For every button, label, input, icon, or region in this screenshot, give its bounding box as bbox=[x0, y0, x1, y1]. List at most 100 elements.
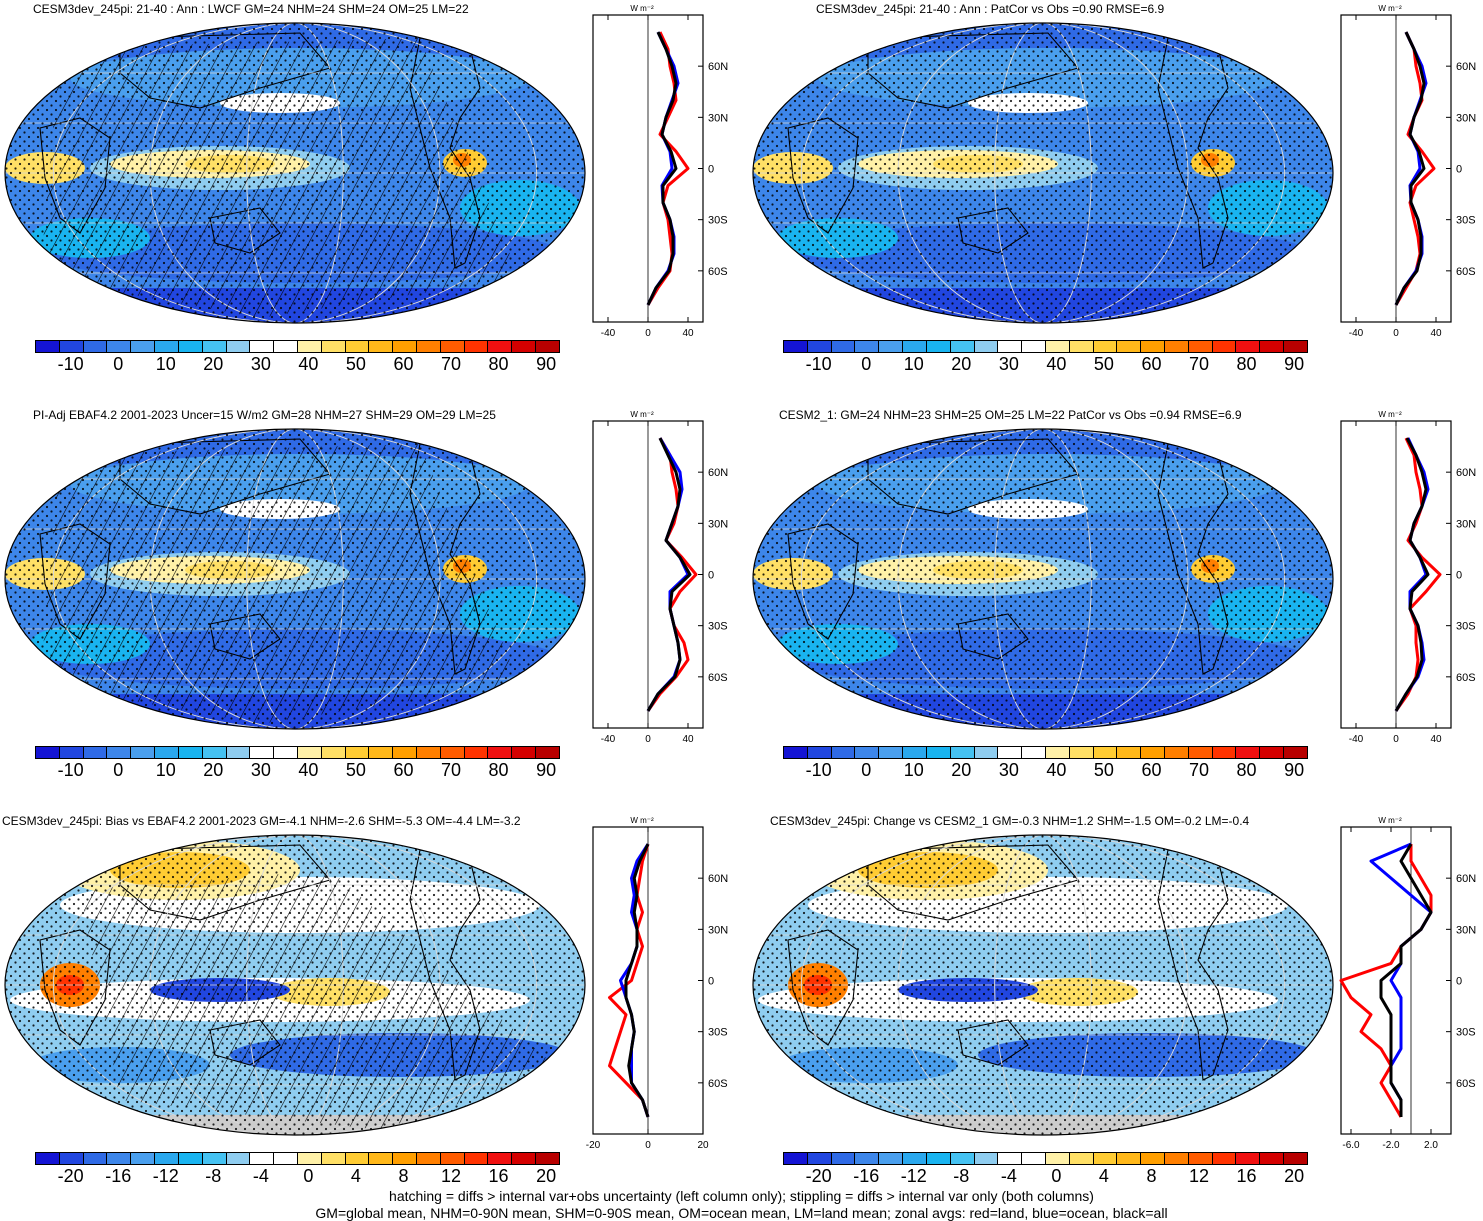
colorbar-tick-label: 90 bbox=[1284, 760, 1305, 780]
colorbar-tick-label: 90 bbox=[536, 354, 557, 374]
colorbar-tick-label: 20 bbox=[951, 760, 972, 780]
colorbar-5 bbox=[35, 1152, 560, 1165]
zonal-x-tick-label: 0 bbox=[645, 1140, 651, 1151]
colorbar-tick-label: 20 bbox=[203, 354, 224, 374]
colorbar-tick-label: 0 bbox=[861, 760, 872, 780]
colorbar-swatch bbox=[1069, 341, 1094, 352]
colorbar-tick-label: 60 bbox=[1141, 760, 1162, 780]
colorbar-swatch bbox=[512, 1153, 537, 1164]
colorbar-swatch bbox=[345, 1153, 370, 1164]
colorbar-tick-label: 4 bbox=[1098, 1166, 1109, 1186]
colorbar-tick-label: 50 bbox=[345, 354, 366, 374]
colorbar-swatch bbox=[1284, 747, 1307, 758]
colorbar-swatch bbox=[155, 747, 179, 758]
zonal-x-tick-label: 0 bbox=[1393, 328, 1399, 339]
colorbar-tick-label: -10 bbox=[805, 354, 832, 374]
colorbar-swatch bbox=[879, 1153, 904, 1164]
colorbar-swatch bbox=[417, 341, 441, 352]
colorbar-swatch bbox=[536, 747, 559, 758]
colorbar-tick-label: -20 bbox=[57, 1166, 84, 1186]
colorbar-swatch bbox=[831, 747, 856, 758]
colorbar-tick-label: 50 bbox=[1093, 354, 1114, 374]
colorbar-swatch bbox=[107, 341, 132, 352]
colorbar-swatch bbox=[1188, 747, 1213, 758]
colorbar-swatch bbox=[321, 1153, 346, 1164]
zonal-lat-label: 60S bbox=[1456, 1078, 1476, 1090]
colorbar-swatch bbox=[1022, 341, 1046, 352]
colorbar-swatch bbox=[998, 747, 1023, 758]
colorbar-swatch bbox=[440, 341, 465, 352]
colorbar-swatch bbox=[1022, 747, 1046, 758]
colorbar-swatch bbox=[950, 747, 975, 758]
colorbar-swatch bbox=[178, 1153, 203, 1164]
colorbar-swatch bbox=[488, 341, 513, 352]
zonal-x-tick-label: -6.0 bbox=[1342, 1140, 1360, 1151]
colorbar-swatch bbox=[345, 747, 370, 758]
colorbar-swatch bbox=[250, 341, 275, 352]
colorbar-swatch bbox=[950, 1153, 975, 1164]
zonal-lat-label: 60S bbox=[708, 266, 728, 278]
colorbar-tick-label: 30 bbox=[998, 354, 1019, 374]
colorbar-tick-label: -10 bbox=[57, 760, 84, 780]
zonal-lat-label: 60N bbox=[1456, 873, 1476, 885]
colorbar-swatch bbox=[1212, 1153, 1237, 1164]
colorbar-tick-label: -16 bbox=[105, 1166, 132, 1186]
colorbar-swatch bbox=[202, 747, 227, 758]
colorbar-swatch bbox=[250, 747, 275, 758]
colorbar-swatch bbox=[1284, 341, 1307, 352]
zonal-lat-label: 0 bbox=[708, 976, 714, 988]
zonal-unit-label: W m⁻² bbox=[1378, 410, 1402, 419]
colorbar-swatch bbox=[107, 1153, 132, 1164]
colorbar-tick-label: 20 bbox=[536, 1166, 557, 1186]
colorbar-swatch bbox=[297, 341, 322, 352]
colorbar-swatch bbox=[297, 747, 322, 758]
zonal-lat-label: 60S bbox=[1456, 266, 1476, 278]
colorbar-swatch bbox=[59, 341, 84, 352]
colorbar-swatch bbox=[1236, 341, 1261, 352]
colorbar-swatch bbox=[1141, 341, 1165, 352]
colorbar-tick-label: 80 bbox=[1236, 760, 1257, 780]
colorbar-swatch bbox=[297, 1153, 322, 1164]
zonal-series-all bbox=[624, 843, 650, 1118]
colorbar-tick-label: 40 bbox=[1046, 354, 1067, 374]
colorbar-tick-label: -10 bbox=[57, 354, 84, 374]
colorbar-swatch bbox=[36, 1153, 60, 1164]
colorbar-swatch bbox=[855, 341, 880, 352]
colorbar-tick-label: 30 bbox=[250, 354, 271, 374]
zonal-lat-label: 30S bbox=[708, 215, 728, 227]
zonal-x-tick-label: 2.0 bbox=[1424, 1140, 1438, 1151]
panel-title-5: CESM3dev_245pi: Bias vs EBAF4.2 2001-202… bbox=[2, 814, 521, 828]
colorbar-tick-label: 70 bbox=[1189, 760, 1210, 780]
colorbar-swatch bbox=[440, 747, 465, 758]
colorbar-tick-label: -8 bbox=[953, 1166, 970, 1186]
colorbar-tick-label: 60 bbox=[1141, 354, 1162, 374]
colorbar-tick-label: 40 bbox=[298, 760, 319, 780]
colorbar-swatch bbox=[998, 1153, 1023, 1164]
zonal-lat-label: 30S bbox=[1456, 1027, 1476, 1039]
zonal-lat-label: 60N bbox=[708, 61, 728, 73]
colorbar-tick-label: 80 bbox=[488, 760, 509, 780]
colorbar-swatch bbox=[464, 747, 489, 758]
colorbar-swatch bbox=[131, 341, 156, 352]
colorbar-swatch bbox=[226, 341, 251, 352]
zonal-lat-label: 60S bbox=[708, 672, 728, 684]
zonal-lat-label: 60N bbox=[708, 467, 728, 479]
colorbar-tick-label: 8 bbox=[1146, 1166, 1157, 1186]
zonal-unit-label: W m⁻² bbox=[1378, 4, 1402, 13]
colorbar-swatch bbox=[998, 341, 1023, 352]
colorbar-tick-label: 60 bbox=[393, 354, 414, 374]
colorbar-swatch bbox=[83, 1153, 108, 1164]
colorbar-swatch bbox=[1260, 747, 1285, 758]
zonal-series-land bbox=[608, 843, 650, 1118]
zonal-plot-3: W m⁻² -40 0 40 60N 30N 0 30S 60S bbox=[592, 410, 728, 745]
zonal-unit-label: W m⁻² bbox=[630, 410, 654, 419]
zonal-unit-label: W m⁻² bbox=[630, 4, 654, 13]
colorbar-swatch bbox=[1069, 747, 1094, 758]
colorbar-tick-label: 0 bbox=[113, 354, 124, 374]
colorbar-swatch bbox=[226, 747, 251, 758]
colorbar-tick-label: 30 bbox=[250, 760, 271, 780]
colorbar-tick-label: 80 bbox=[1236, 354, 1257, 374]
map-panel-3 bbox=[4, 428, 586, 730]
colorbar-swatch bbox=[131, 747, 156, 758]
panel-title-2: CESM3dev_245pi: 21-40 : Ann : PatCor vs … bbox=[816, 2, 1165, 16]
